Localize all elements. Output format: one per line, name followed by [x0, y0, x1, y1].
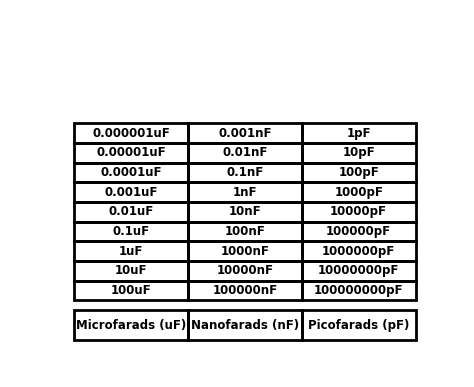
Text: 100nF: 100nF [224, 225, 265, 238]
Text: 1uF: 1uF [118, 245, 143, 258]
Text: 100uF: 100uF [110, 284, 151, 297]
Text: 100000000pF: 100000000pF [314, 284, 403, 297]
Text: 100000nF: 100000nF [212, 284, 277, 297]
Text: 0.1uF: 0.1uF [112, 225, 149, 238]
Text: 1000000pF: 1000000pF [322, 245, 395, 258]
Text: 1pF: 1pF [346, 127, 371, 140]
Text: 10000000pF: 10000000pF [318, 264, 399, 277]
Text: 100000pF: 100000pF [326, 225, 391, 238]
Text: 10uF: 10uF [115, 264, 147, 277]
Text: 10nF: 10nF [228, 205, 261, 218]
Text: 0.01nF: 0.01nF [222, 146, 267, 159]
Text: 0.1nF: 0.1nF [226, 166, 264, 179]
Text: 0.0001uF: 0.0001uF [100, 166, 162, 179]
Text: 10000nF: 10000nF [216, 264, 273, 277]
Text: 100pF: 100pF [338, 166, 379, 179]
Text: Picofarads (pF): Picofarads (pF) [308, 319, 410, 332]
Text: 1000nF: 1000nF [220, 245, 269, 258]
Text: 0.000001uF: 0.000001uF [92, 127, 170, 140]
Text: 0.01uF: 0.01uF [108, 205, 154, 218]
Text: 1nF: 1nF [233, 186, 257, 199]
Text: 10000pF: 10000pF [330, 205, 387, 218]
Text: 0.001uF: 0.001uF [104, 186, 157, 199]
Text: Microfarads (uF): Microfarads (uF) [76, 319, 186, 332]
Text: 0.001nF: 0.001nF [218, 127, 272, 140]
Text: Nanofarads (nF): Nanofarads (nF) [191, 319, 299, 332]
Text: 0.00001uF: 0.00001uF [96, 146, 166, 159]
Text: 1000pF: 1000pF [334, 186, 383, 199]
Text: 10pF: 10pF [342, 146, 375, 159]
